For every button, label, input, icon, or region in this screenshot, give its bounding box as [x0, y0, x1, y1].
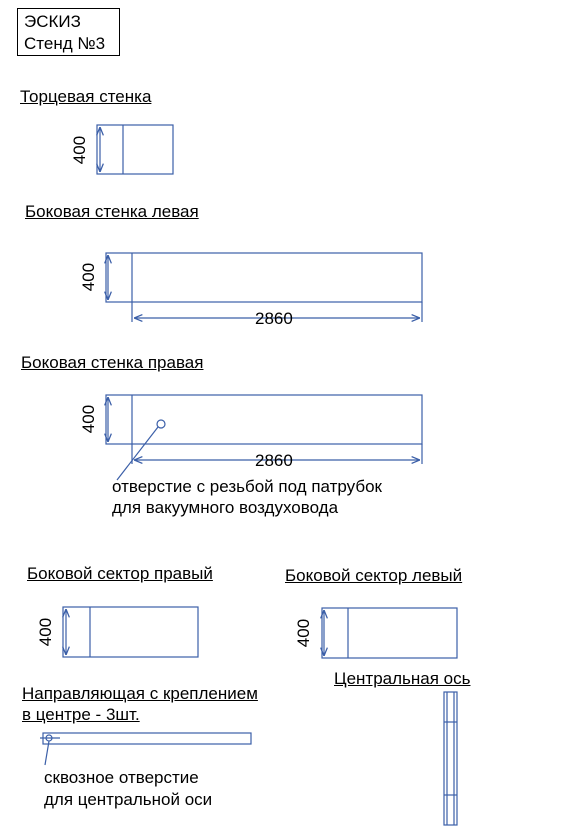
central-axis-rod [443, 691, 458, 826]
guide-bar [42, 732, 252, 745]
side-wall-right-label: Боковая стенка правая [21, 353, 204, 372]
through-hole-note-line1: сквозное отверстие [44, 768, 199, 787]
side-wall-left-length-value: 2860 [255, 309, 293, 328]
side-sector-right-panel [62, 606, 199, 658]
title-box: ЭСКИЗ Стенд №3 [17, 8, 120, 56]
side-sector-right-label: Боковой сектор правый [27, 564, 213, 583]
title-box-line2: Стенд №3 [24, 34, 106, 53]
side-sector-right-height-value: 400 [36, 617, 55, 647]
side-wall-right-height-value: 400 [79, 404, 98, 434]
through-hole-note-line2: для центральной оси [44, 790, 213, 809]
end-wall-height-value: 400 [70, 135, 89, 165]
central-axis-label: Центральная ось [334, 669, 471, 688]
side-wall-right-panel [105, 394, 423, 445]
central-axis-drawing [443, 691, 458, 826]
side-wall-left-height-value: 400 [79, 262, 98, 292]
side-wall-right-drawing [105, 394, 423, 481]
side-wall-left-drawing [105, 252, 423, 322]
through-hole-leader-line [44, 740, 50, 766]
guide-label-line2: в центре - 3шт. [22, 705, 140, 724]
end-wall-drawing [96, 124, 174, 175]
side-wall-left-label: Боковая стенка левая [25, 202, 199, 221]
title-box-line1: ЭСКИЗ [24, 12, 81, 31]
side-sector-left-label: Боковой сектор левый [285, 566, 463, 585]
side-sector-left-panel [321, 607, 458, 659]
guide-drawing [40, 732, 252, 766]
threaded-hole-note-line1: отверстие с резьбой под патрубок [112, 477, 382, 496]
side-sector-right-drawing [62, 606, 199, 658]
end-wall-label: Торцевая стенка [20, 87, 152, 106]
guide-label-line1: Направляющая с креплением [22, 684, 258, 703]
side-wall-right-length-value: 2860 [255, 451, 293, 470]
threaded-hole-icon [156, 419, 166, 429]
side-sector-left-drawing [321, 607, 458, 659]
threaded-hole-note-line2: для вакуумного воздуховода [112, 498, 339, 517]
threaded-hole-leader-line [116, 426, 159, 481]
side-wall-left-panel [105, 252, 423, 303]
end-wall-panel [96, 124, 174, 175]
side-sector-left-height-value: 400 [294, 618, 313, 648]
